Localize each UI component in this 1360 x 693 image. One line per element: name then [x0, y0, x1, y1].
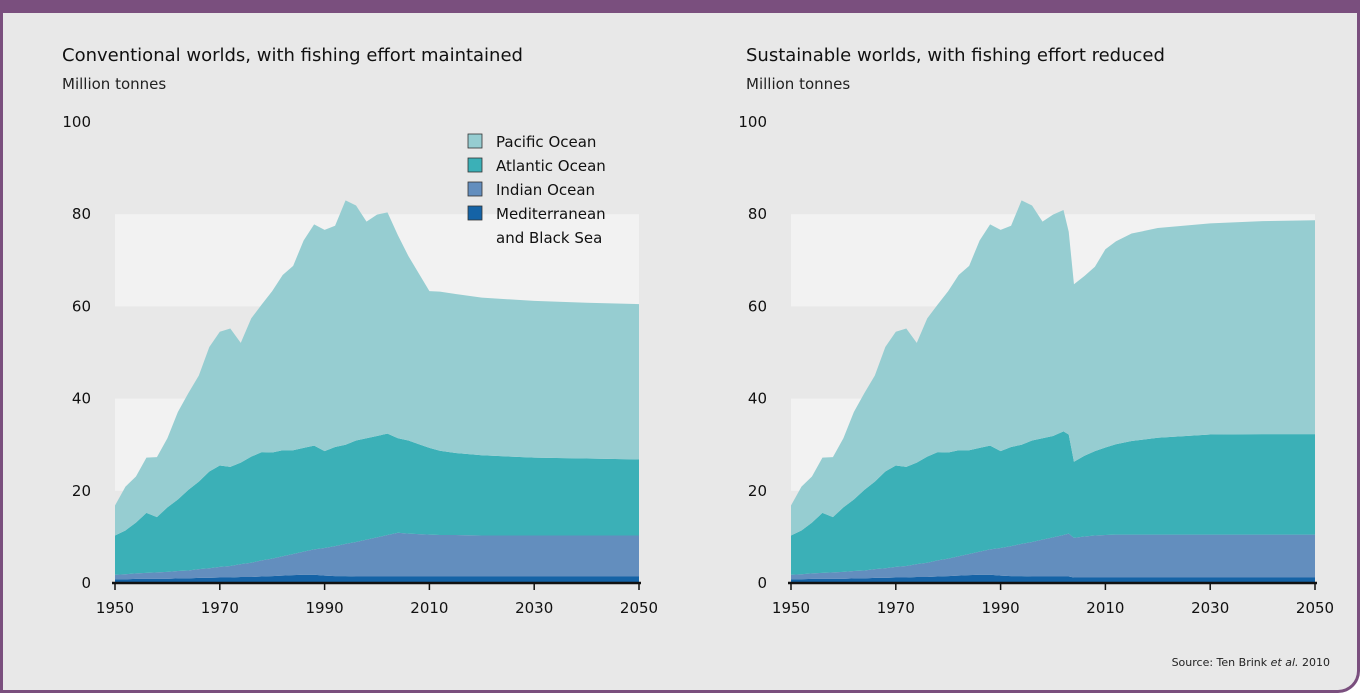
left-ytick-label: 60: [72, 297, 91, 315]
source-italic: et al.: [1270, 656, 1299, 669]
legend-atlantic-ocean-swatch: [467, 157, 483, 173]
source-suffix: 2010: [1298, 656, 1330, 669]
right-area-atlantic-ocean: [791, 431, 1315, 575]
right-ytick-label: 80: [748, 205, 767, 223]
right-ytick-label: 20: [748, 482, 767, 500]
left-xtick-label: 2030: [515, 599, 553, 617]
left-ytick-label: 20: [72, 482, 91, 500]
left-area-mediterranean-and-black-sea: [115, 574, 639, 583]
legend-mediterranean-and-black-sea-swatch: [467, 205, 483, 221]
left-xtick-label: 2050: [620, 599, 658, 617]
legend-indian-ocean-label: Indian Ocean: [496, 181, 595, 199]
right-area-mediterranean-and-black-sea: [791, 574, 1315, 583]
left-chart-unit: Million tonnes: [62, 75, 167, 93]
right-ytick-label: 60: [748, 297, 767, 315]
source-note: Source: Ten Brink et al. 2010: [1172, 656, 1330, 669]
right-xtick-label: 2050: [1296, 599, 1334, 617]
right-area-pacific-ocean: [791, 200, 1315, 536]
legend-mediterranean-and-black-sea-label: Mediterranean: [496, 205, 606, 223]
left-xtick-label: 1990: [306, 599, 344, 617]
left-xtick-label: 2010: [410, 599, 448, 617]
right-chart-title: Sustainable worlds, with fishing effort …: [746, 45, 1165, 66]
legend-atlantic-ocean-label: Atlantic Ocean: [496, 157, 606, 175]
left-chart-title: Conventional worlds, with fishing effort…: [62, 45, 523, 66]
legend-indian-ocean-swatch: [467, 181, 483, 197]
left-ytick-label: 100: [62, 113, 91, 131]
legend-mediterranean-and-black-sea-label: and Black Sea: [496, 229, 602, 247]
left-area-pacific-ocean: [115, 200, 639, 536]
right-ytick-label: 0: [757, 574, 767, 592]
left-area-indian-ocean: [115, 532, 639, 580]
left-ytick-label: 0: [81, 574, 91, 592]
right-xtick-label: 2030: [1191, 599, 1229, 617]
left-area-atlantic-ocean: [115, 433, 639, 575]
right-chart-unit: Million tonnes: [746, 75, 851, 93]
right-area-indian-ocean: [791, 533, 1315, 580]
left-xtick-label: 1950: [96, 599, 134, 617]
right-xtick-label: 1990: [982, 599, 1020, 617]
legend-pacific-ocean-swatch: [467, 133, 483, 149]
right-ytick-label: 100: [738, 113, 767, 131]
legend-pacific-ocean-label: Pacific Ocean: [496, 133, 596, 151]
left-ytick-label: 80: [72, 205, 91, 223]
right-xtick-label: 2010: [1086, 599, 1124, 617]
source-prefix: Source: Ten Brink: [1171, 656, 1271, 669]
right-xtick-label: 1950: [772, 599, 810, 617]
left-ytick-label: 40: [72, 390, 91, 408]
right-xtick-label: 1970: [877, 599, 915, 617]
left-xtick-label: 1970: [201, 599, 239, 617]
right-ytick-label: 40: [748, 390, 767, 408]
